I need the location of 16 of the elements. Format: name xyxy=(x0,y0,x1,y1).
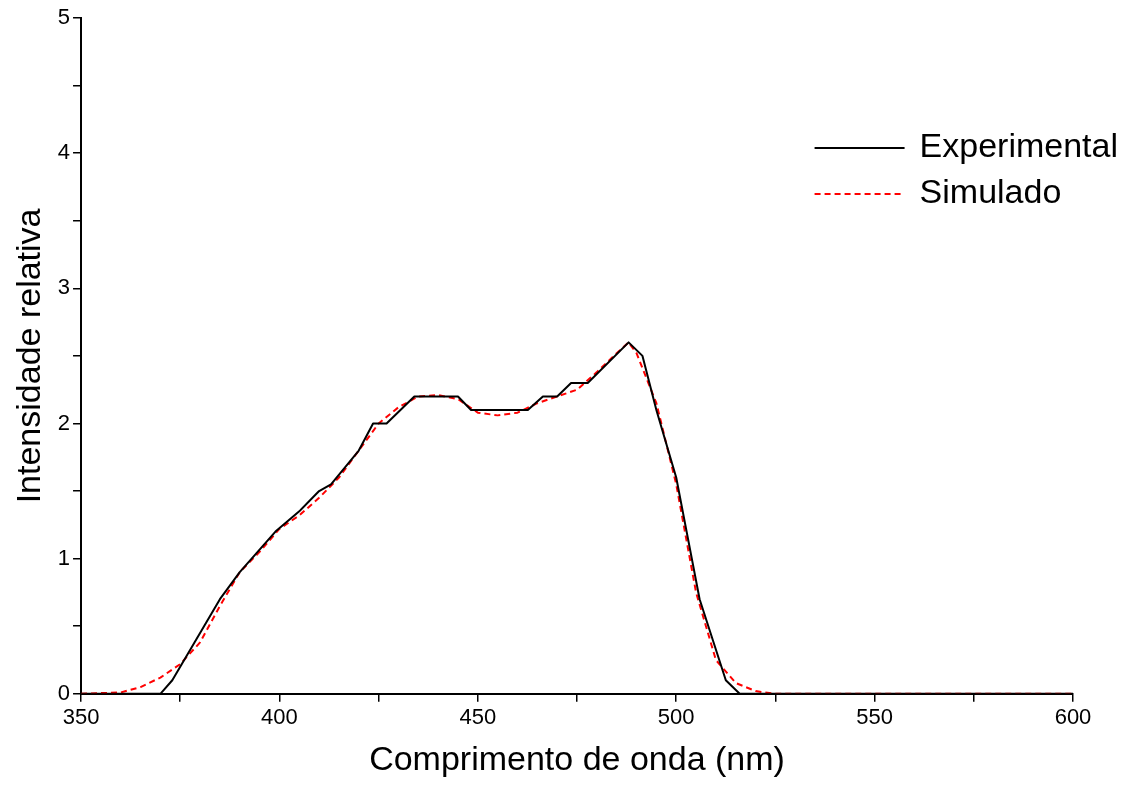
legend-label: Experimental xyxy=(919,126,1118,165)
x-tick-label: 600 xyxy=(1054,704,1092,730)
y-axis-title: Intensidade relativa xyxy=(8,208,47,504)
y-tick-label: 4 xyxy=(57,139,71,165)
x-tick-label: 500 xyxy=(657,704,695,730)
legend-label: Simulado xyxy=(919,172,1062,211)
x-tick-label: 550 xyxy=(856,704,893,730)
x-tick-label: 400 xyxy=(261,704,298,730)
x-tick-label: 350 xyxy=(62,704,100,730)
y-tick-label: 1 xyxy=(57,544,71,570)
y-tick-label: 3 xyxy=(57,274,71,300)
y-tick-label: 5 xyxy=(57,4,71,30)
x-tick-label: 450 xyxy=(459,704,497,730)
y-tick-label: 2 xyxy=(57,409,71,435)
y-tick-label: 0 xyxy=(57,679,71,705)
x-axis-title: Comprimento de onda (nm) xyxy=(369,738,785,777)
